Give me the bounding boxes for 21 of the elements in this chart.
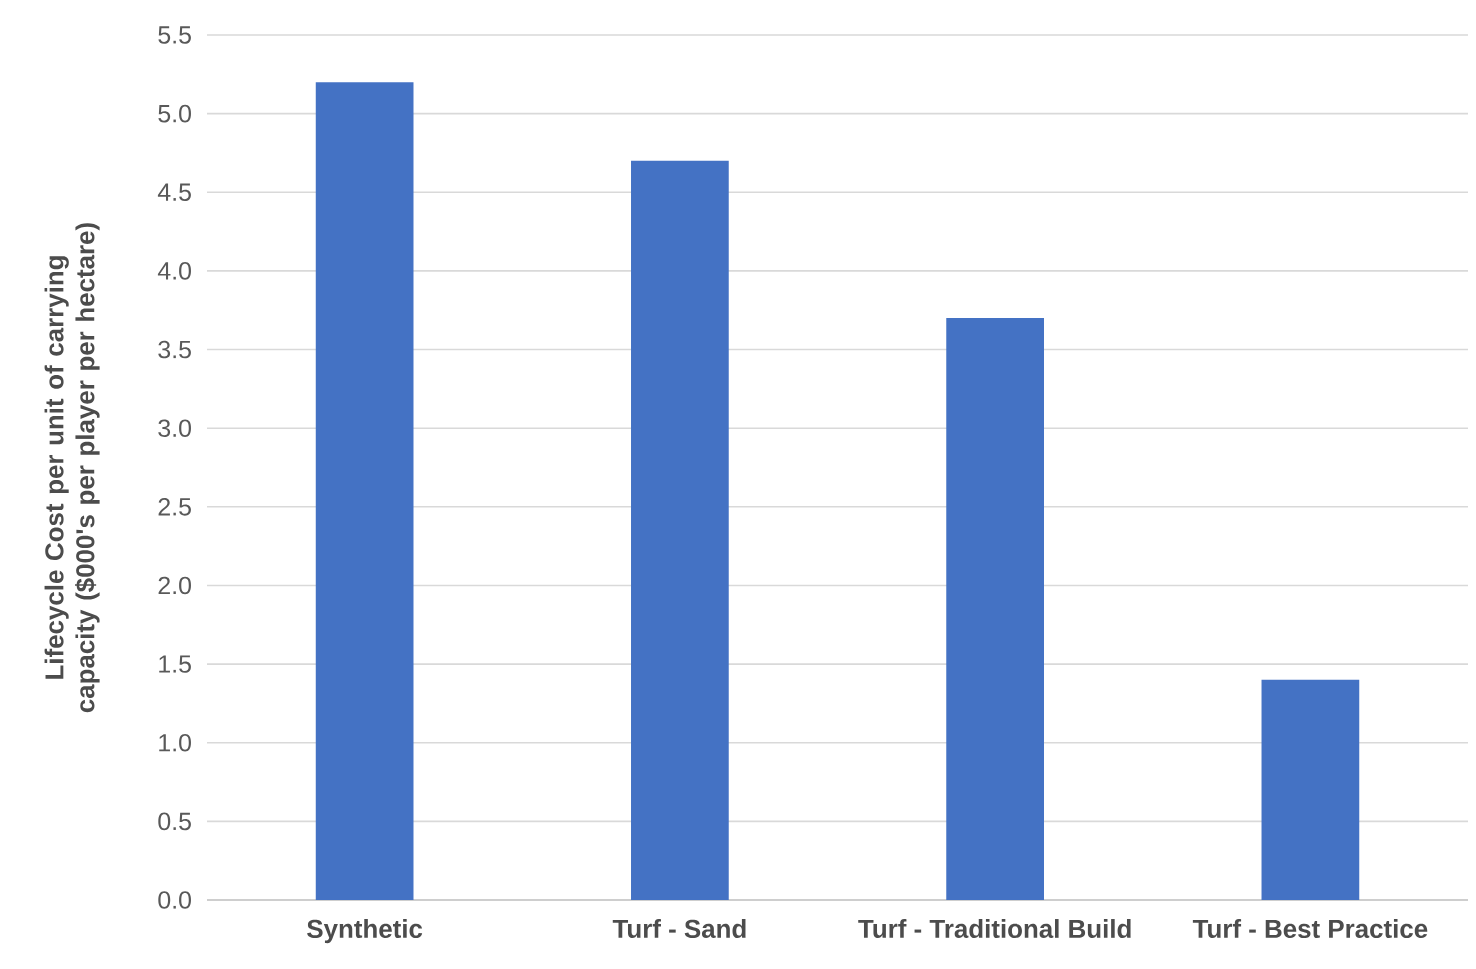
y-tick-label: 1.0 xyxy=(159,733,191,752)
y-tick-label: 2.5 xyxy=(158,498,191,516)
bar xyxy=(1261,679,1360,900)
y-tick-label: 4.0 xyxy=(157,262,191,280)
x-tick-label: Turf - Best Practice xyxy=(1192,919,1428,939)
y-tick-label: 3.5 xyxy=(158,340,191,359)
y-tick-label: 0.5 xyxy=(158,812,191,831)
bar xyxy=(946,318,1044,900)
x-tick-label: Turf - Traditional Build xyxy=(858,919,1131,939)
bar xyxy=(631,160,729,900)
y-axis-title: Lifecycle Cost per unit of carrying capacity ($000's per player per hectare) xyxy=(44,223,100,713)
y-tick-label: 2.0 xyxy=(158,576,191,595)
x-tick-label: Turf - Sand xyxy=(612,919,746,939)
y-tick-label: 5.0 xyxy=(158,104,191,123)
y-tick-label: 5.5 xyxy=(158,26,191,44)
y-tick-label: 4.5 xyxy=(157,183,191,201)
x-tick-label: Synthetic xyxy=(307,919,423,944)
y-tick-label: 3.0 xyxy=(158,419,191,437)
y-tick-label: 1.5 xyxy=(159,655,191,673)
bar xyxy=(315,82,414,900)
y-tick-label: 0.0 xyxy=(158,891,191,909)
